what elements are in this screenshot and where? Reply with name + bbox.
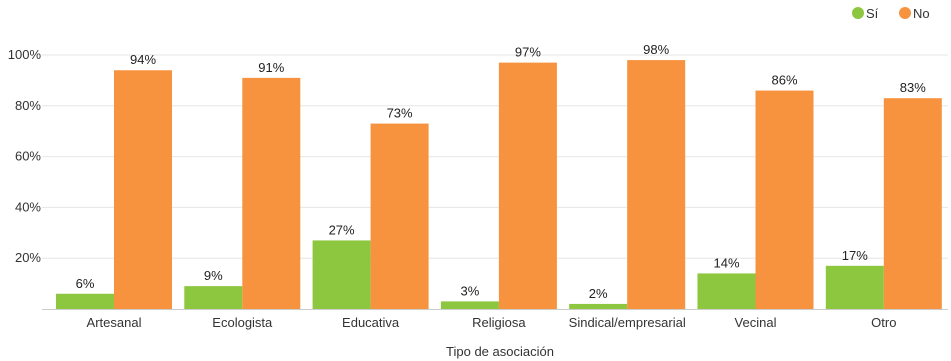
data-labels: 6% 94% 9% 91% 27% 73% 3% 97% 2% 98% 14% 86% 17% 83%	[76, 42, 927, 301]
x-tick-label: Sindical/empresarial	[569, 315, 686, 330]
y-tick-label: 40%	[15, 199, 41, 214]
data-label: 91%	[258, 60, 284, 75]
y-axis: 20% 40% 60% 80% 100%	[8, 47, 42, 265]
x-axis-title: Tipo de asociación	[446, 344, 554, 359]
y-tick-label: 100%	[8, 47, 42, 62]
data-label: 14%	[713, 255, 739, 270]
bar-si[interactable]	[312, 240, 371, 309]
bar-no[interactable]	[114, 70, 172, 310]
data-label: 2%	[589, 286, 608, 301]
bar-si[interactable]	[697, 273, 756, 309]
y-tick-label: 80%	[15, 98, 41, 113]
data-label: 86%	[771, 73, 797, 88]
legend-label: Sí	[866, 6, 879, 21]
bar-no[interactable]	[370, 123, 429, 309]
data-label: 94%	[130, 52, 156, 67]
data-label: 83%	[900, 80, 926, 95]
legend-item-no[interactable]: No	[899, 6, 930, 21]
legend-swatch	[852, 7, 864, 19]
x-tick-label: Artesanal	[87, 315, 142, 330]
data-label: 6%	[76, 276, 95, 291]
data-label: 98%	[643, 42, 669, 57]
data-label: 9%	[204, 268, 223, 283]
data-label: 97%	[515, 45, 541, 60]
data-label: 73%	[387, 106, 413, 121]
bar-si[interactable]	[825, 265, 884, 309]
data-label: 17%	[842, 248, 868, 263]
legend-item-si[interactable]: Sí	[852, 6, 879, 21]
bars	[56, 60, 942, 310]
x-tick-label: Otro	[871, 315, 896, 330]
bar-si[interactable]	[184, 286, 243, 309]
data-label: 3%	[461, 283, 480, 298]
bar-si[interactable]	[569, 303, 628, 309]
x-tick-label: Educativa	[342, 315, 400, 330]
legend[interactable]: Sí No	[852, 6, 930, 21]
bar-no[interactable]	[498, 62, 557, 310]
bar-no[interactable]	[242, 77, 301, 309]
x-tick-label: Vecinal	[735, 315, 777, 330]
y-tick-label: 20%	[15, 250, 41, 265]
bar-no[interactable]	[755, 90, 814, 309]
x-tick-label: Ecologista	[212, 315, 273, 330]
bar-si[interactable]	[440, 301, 499, 309]
x-axis: Artesanal Ecologista Educativa Religiosa Sin…	[87, 315, 897, 330]
data-label: 27%	[329, 222, 355, 237]
legend-swatch	[899, 7, 911, 19]
legend-label: No	[913, 6, 930, 21]
x-tick-label: Religiosa	[472, 315, 526, 330]
bar-no[interactable]	[627, 60, 686, 309]
y-tick-label: 60%	[15, 149, 41, 164]
bar-si[interactable]	[56, 293, 114, 309]
bar-no[interactable]	[883, 98, 942, 310]
